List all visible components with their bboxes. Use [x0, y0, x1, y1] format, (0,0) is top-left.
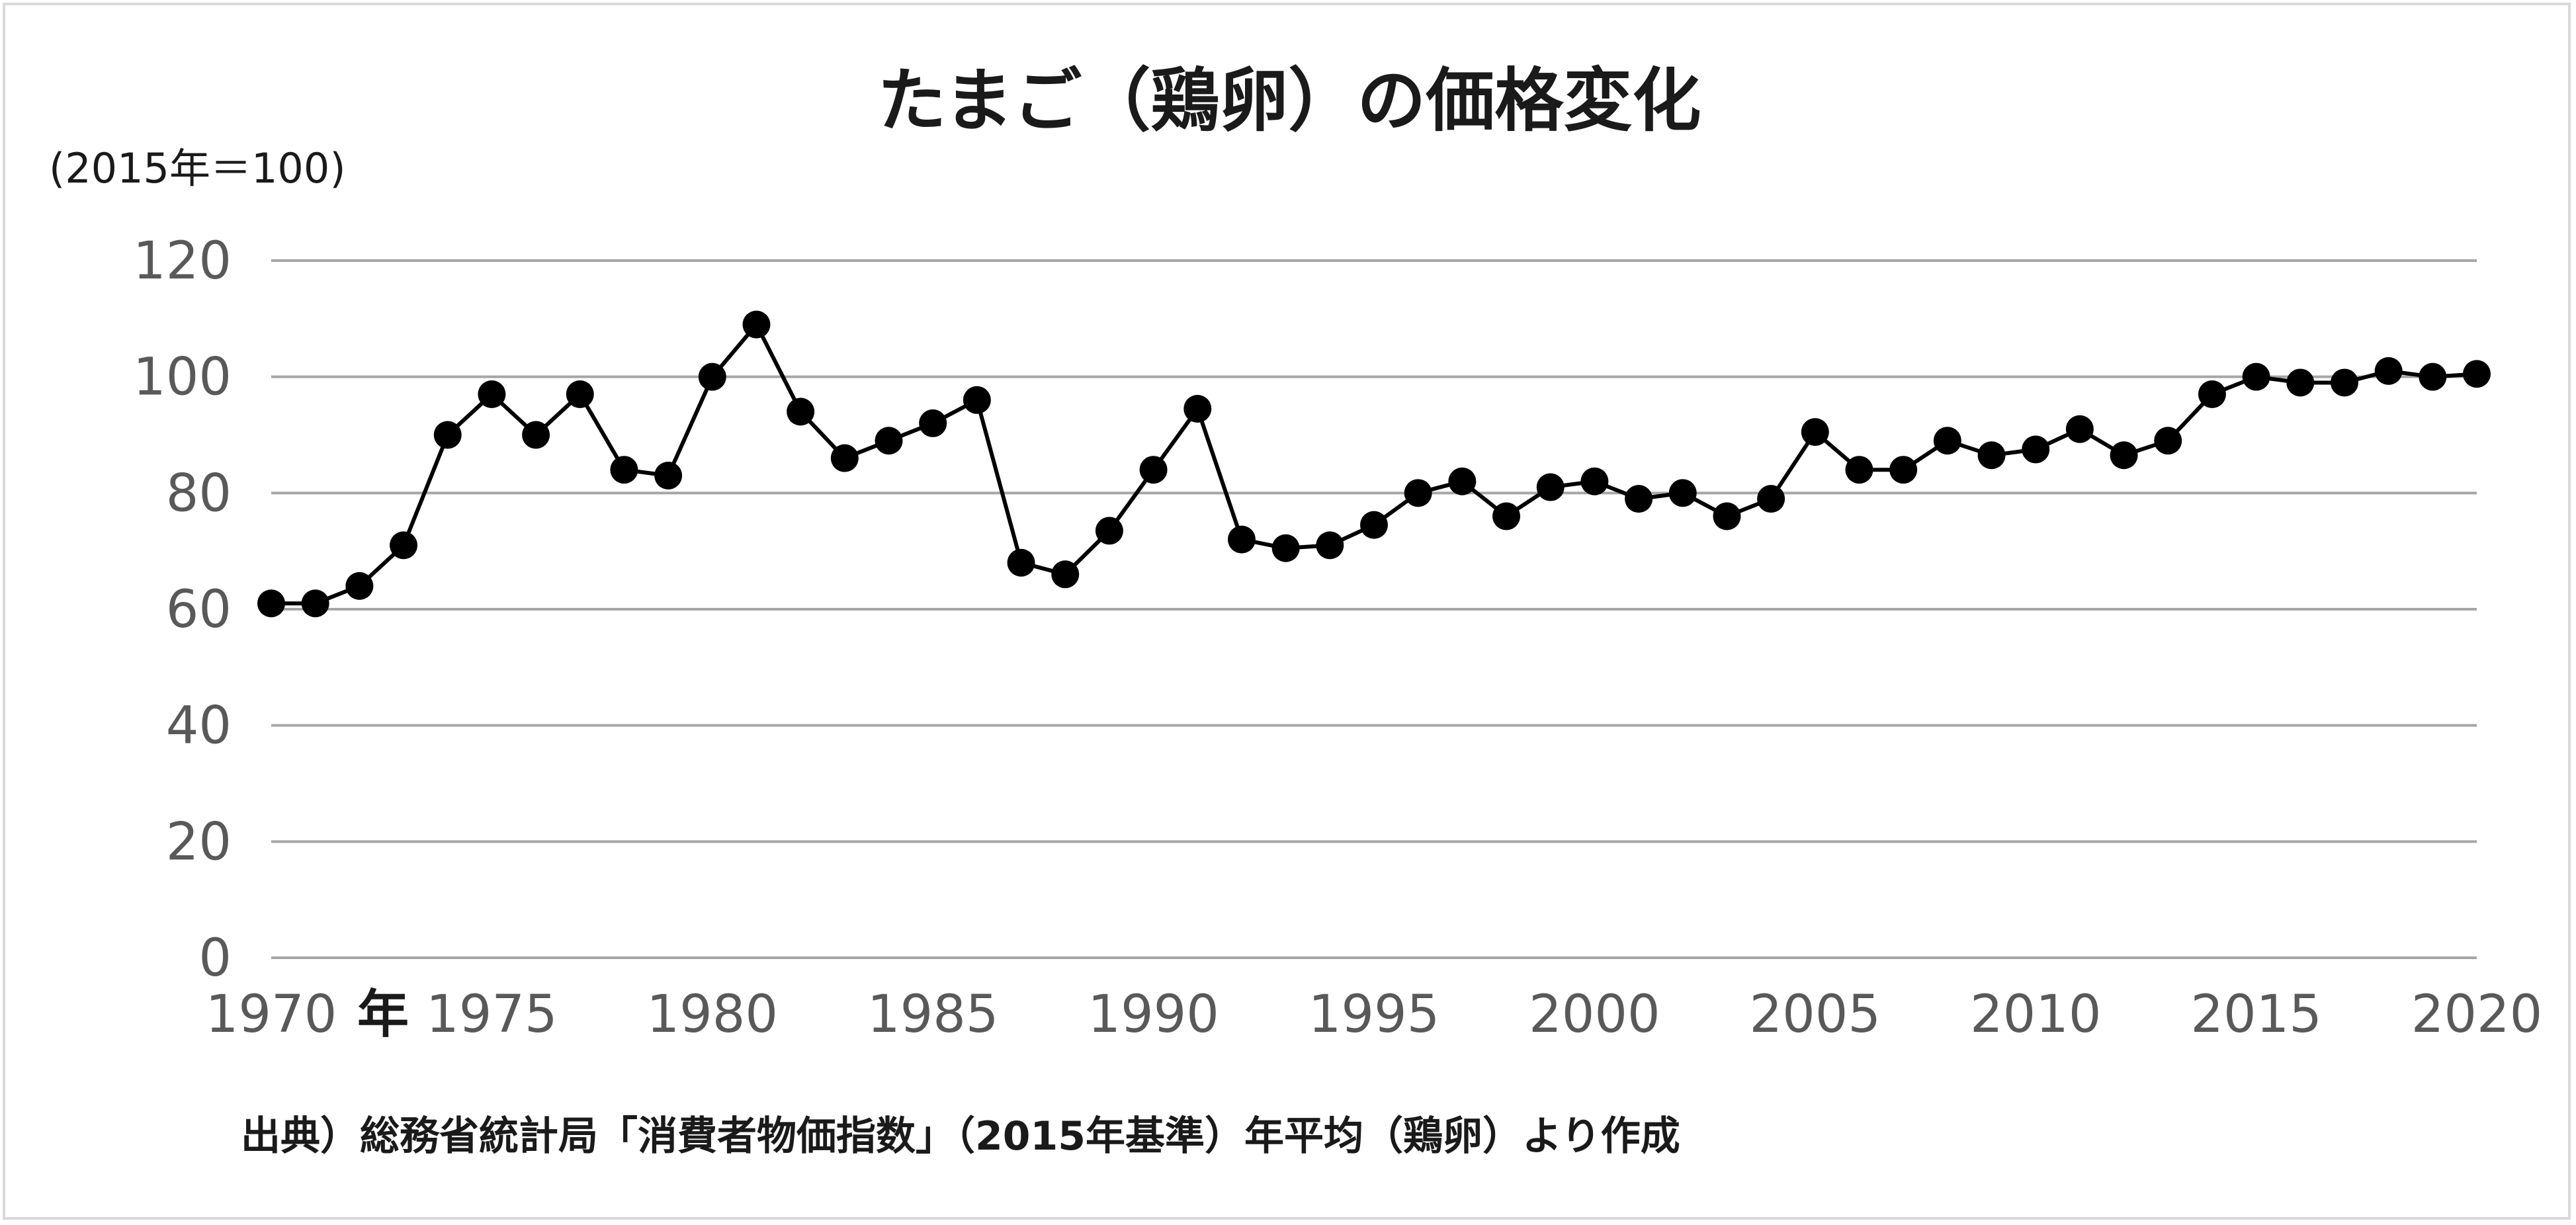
data-point-2004: [1757, 485, 1785, 513]
data-point-2000: [1580, 467, 1609, 495]
line-chart: たまご（鶏卵）の価格変化 (2015年＝100) 0 20 40 60 80 100 120…: [49, 60, 2543, 1160]
x-tick-labels: 1970 1975 1980 1985 1990 1995 2000 2005 2010 2015…: [206, 985, 2543, 1044]
x-tick-label: 2015: [2190, 985, 2322, 1044]
x-tick-label: 1995: [1309, 985, 1440, 1044]
data-point-1997: [1448, 467, 1477, 495]
data-point-1972: [345, 571, 374, 600]
data-point-2015: [2242, 362, 2270, 391]
data-point-2002: [1668, 479, 1697, 507]
data-point-2019: [2419, 362, 2447, 391]
series-line: [271, 322, 2477, 606]
x-tick-label: 2005: [1750, 985, 1881, 1044]
data-point-1983: [830, 444, 859, 472]
data-point-2003: [1713, 502, 1741, 530]
data-point-1974: [433, 421, 462, 449]
data-point-1980: [698, 362, 726, 391]
y-tick-label: 0: [198, 929, 232, 988]
data-point-1987: [1007, 548, 1035, 577]
y-tick-label: 60: [166, 580, 232, 640]
data-point-1984: [875, 427, 903, 455]
data-point-1988: [1051, 560, 1080, 589]
data-point-2005: [1801, 418, 1829, 446]
data-point-1994: [1316, 531, 1344, 560]
data-point-1986: [963, 386, 991, 414]
chart-title: たまご（鶏卵）の価格変化: [878, 60, 1701, 141]
data-point-1985: [919, 409, 947, 437]
data-point-2006: [1845, 456, 1873, 484]
data-point-1989: [1095, 517, 1123, 545]
source-note: 出典）総務省統計局「消費者物価指数」（2015年基準）年平均（鶏卵）より作成: [241, 1113, 1680, 1160]
chart-frame: たまご（鶏卵）の価格変化 (2015年＝100) 0 20 40 60 80 100 120…: [3, 3, 2571, 1220]
data-point-1979: [654, 461, 683, 489]
data-point-1982: [787, 398, 815, 426]
x-tick-label: 2000: [1529, 985, 1660, 1044]
y-tick-label: 120: [133, 232, 232, 291]
data-point-2012: [2110, 441, 2138, 470]
data-point-1976: [522, 421, 550, 449]
data-point-1990: [1139, 456, 1168, 484]
data-point-1996: [1404, 479, 1432, 507]
y-tick-label: 100: [133, 348, 232, 407]
data-point-2001: [1625, 485, 1653, 513]
y-tick-labels: 0 20 40 60 80 100 120: [133, 232, 232, 988]
data-point-2011: [2065, 415, 2094, 443]
data-point-1977: [566, 380, 594, 409]
x-tick-label: 1970: [206, 985, 337, 1044]
x-tick-label: 1990: [1088, 985, 1219, 1044]
x-tick-label: 1985: [867, 985, 999, 1044]
data-point-2008: [1933, 427, 1961, 455]
data-point-1981: [742, 310, 771, 339]
x-tick-label: 2010: [1970, 985, 2102, 1044]
y-tick-label: 20: [166, 812, 232, 872]
data-point-2013: [2154, 427, 2182, 455]
x-tick-label: 1980: [647, 985, 779, 1044]
data-point-2016: [2286, 368, 2315, 397]
data-point-2009: [1977, 441, 2006, 470]
data-point-2020: [2463, 360, 2491, 388]
data-point-1975: [478, 380, 506, 409]
x-tick-label: 2020: [2411, 985, 2543, 1044]
data-point-1995: [1360, 511, 1388, 539]
gridlines: [271, 259, 2477, 959]
data-point-1978: [610, 456, 638, 484]
data-point-1973: [390, 531, 418, 560]
data-point-1993: [1271, 534, 1300, 562]
data-point-2007: [1889, 456, 1918, 484]
x-tick-label: 1975: [426, 985, 558, 1044]
y-tick-label: 40: [166, 697, 232, 756]
series-eggs: [257, 310, 2491, 618]
data-point-2014: [2198, 380, 2226, 409]
data-point-1998: [1492, 502, 1521, 530]
data-point-1991: [1183, 394, 1212, 423]
data-point-2017: [2330, 368, 2358, 397]
x-year-suffix: 年: [357, 985, 409, 1044]
data-point-1999: [1536, 473, 1565, 501]
data-point-1992: [1227, 525, 1256, 554]
data-point-1970: [257, 589, 285, 618]
data-point-1971: [301, 589, 329, 618]
data-point-2018: [2374, 357, 2403, 385]
data-point-2010: [2022, 435, 2050, 464]
y-axis-unit-label: (2015年＝100): [49, 144, 346, 192]
y-tick-label: 80: [166, 464, 232, 523]
